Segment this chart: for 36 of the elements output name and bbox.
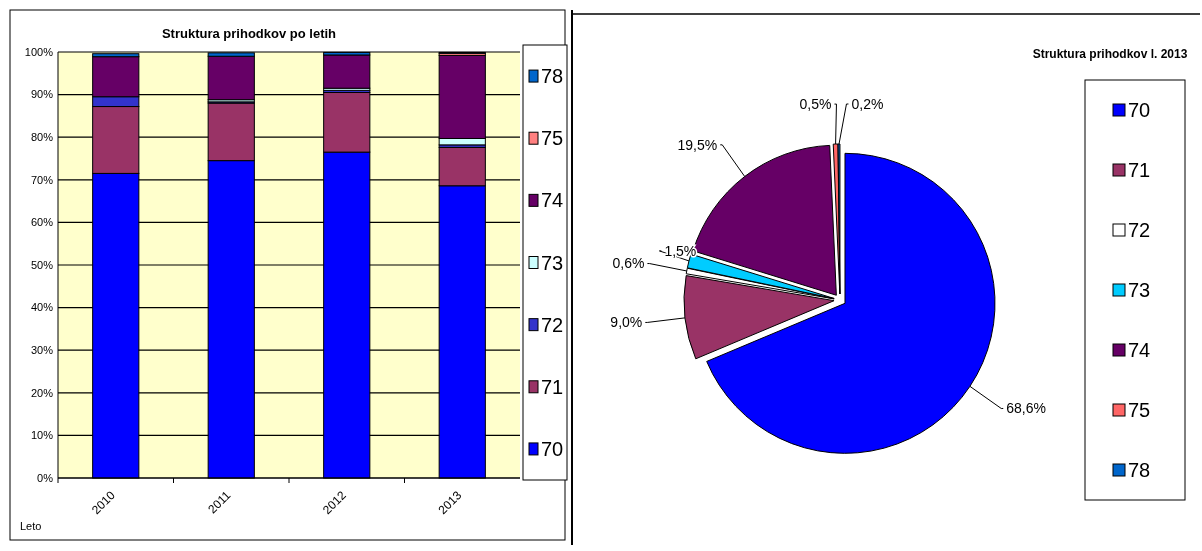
legend-label: 71: [541, 375, 564, 398]
y-tick-label: 10%: [30, 429, 54, 442]
y-tick-label: 20%: [30, 386, 54, 399]
legend-label: 74: [541, 189, 564, 212]
data-label: 0,2%: [851, 95, 884, 112]
y-tick-label: 80%: [30, 131, 54, 144]
y-tick-label: 70%: [30, 173, 54, 186]
legend-label: 70: [1128, 99, 1151, 121]
legend-label: 72: [1128, 219, 1151, 241]
data-label: 68,6%: [1006, 400, 1046, 417]
legend-label: 78: [541, 65, 564, 88]
legend-label: 73: [541, 251, 564, 274]
y-tick-label: 60%: [30, 216, 54, 229]
data-label: 19,5%: [677, 136, 718, 153]
data-label: 0,6%: [612, 255, 645, 272]
data-label: 9,0%: [610, 314, 643, 331]
chart-title: Struktura prihodkov po letih: [161, 26, 337, 41]
y-tick-label: 50%: [30, 258, 54, 271]
legend-label: 73: [1128, 279, 1151, 301]
legend-label: 70: [541, 437, 564, 460]
bar: [323, 54, 371, 89]
legend-label: 78: [1128, 459, 1151, 481]
legend-label: 75: [1128, 399, 1151, 421]
y-tick-label: 30%: [30, 344, 54, 357]
y-tick-label: 40%: [30, 301, 54, 314]
legend-label: 75: [541, 127, 564, 150]
legend-label: 71: [1128, 159, 1151, 181]
x-axis-title: Leto: [20, 520, 42, 532]
data-label: 0,5%: [799, 95, 832, 112]
legend-label: 74: [1128, 339, 1151, 361]
y-tick-label: 0%: [37, 471, 54, 484]
chart-title: Struktura prihodkov l. 2013: [1032, 47, 1188, 61]
y-tick-label: 90%: [30, 88, 54, 101]
legend-label: 72: [541, 313, 564, 336]
y-tick-label: 100%: [24, 45, 54, 58]
data-label: 1,5%: [664, 242, 697, 259]
